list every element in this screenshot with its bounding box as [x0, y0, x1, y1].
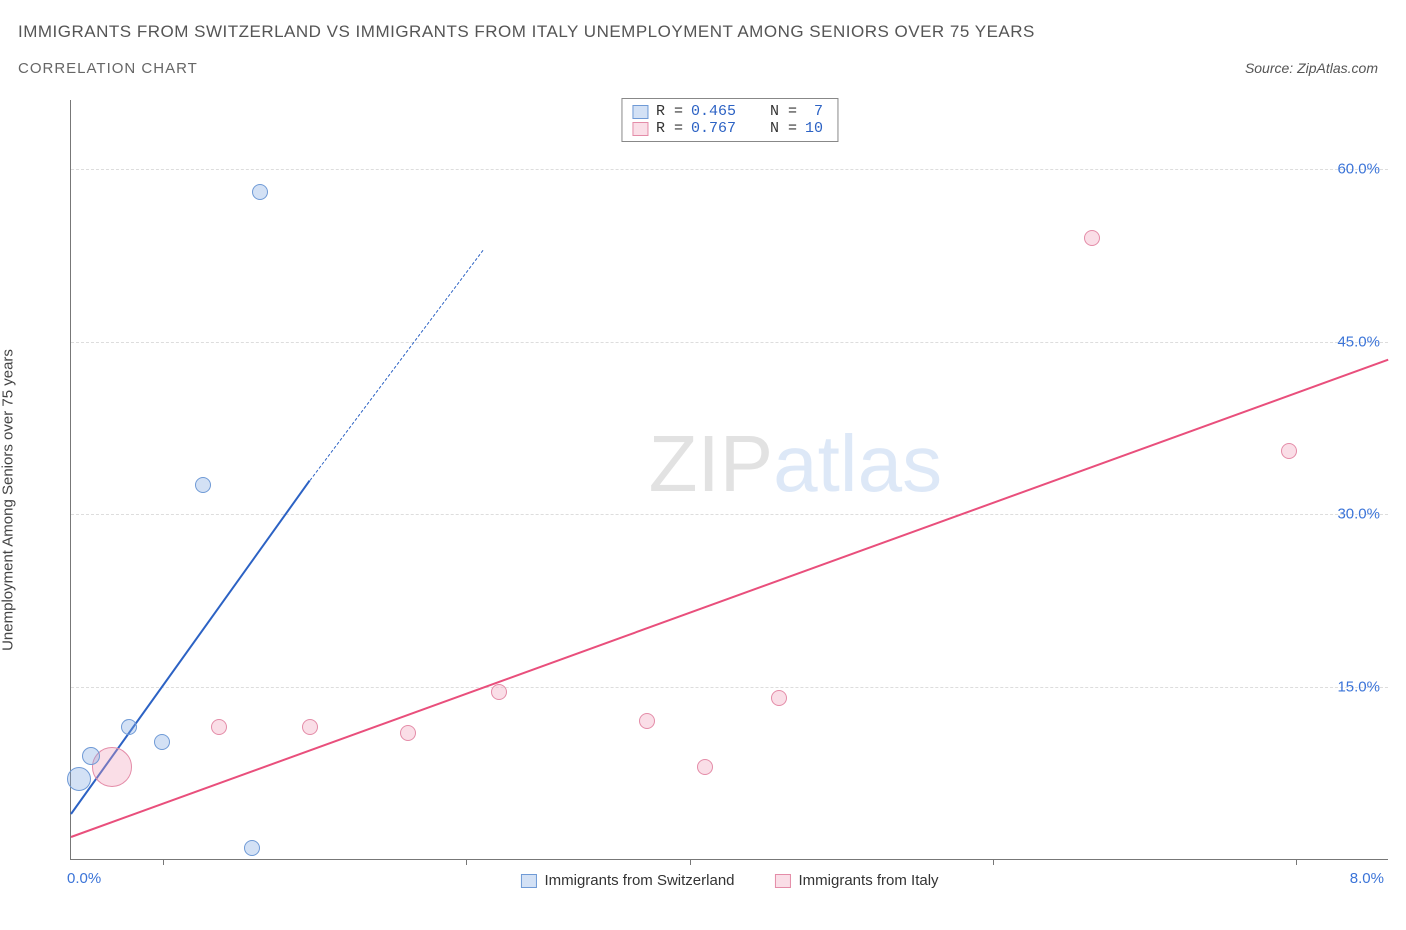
watermark: ZIPatlas — [649, 418, 942, 510]
x-axis-max: 8.0% — [1350, 870, 1384, 887]
data-point-italy — [771, 690, 787, 706]
y-tick-label: 30.0% — [1337, 506, 1380, 523]
legend-item-italy: Immigrants from Italy — [775, 872, 939, 889]
page-title: Immigrants from Switzerland vs Immigrant… — [18, 22, 1388, 42]
gridline — [71, 169, 1388, 170]
n-value-italy: 10 — [805, 120, 823, 137]
plot-area: ZIPatlas R = 0.465 N = 7 R = 0.767 N = 1… — [70, 100, 1388, 860]
data-point-switzerland — [154, 734, 170, 750]
data-point-italy — [697, 759, 713, 775]
swatch-italy — [632, 122, 648, 136]
data-point-italy — [1084, 230, 1100, 246]
legend-row-italy: R = 0.767 N = 10 — [632, 120, 823, 137]
x-tick — [690, 859, 691, 865]
source-attribution: Source: ZipAtlas.com — [1245, 60, 1378, 76]
y-axis-label: Unemployment Among Seniors over 75 years — [0, 349, 17, 651]
swatch-italy — [775, 874, 791, 888]
r-label: R = — [656, 103, 683, 120]
n-value-switzerland: 7 — [805, 103, 823, 120]
n-label: N = — [770, 120, 797, 137]
data-point-switzerland — [82, 747, 100, 765]
data-point-italy — [491, 684, 507, 700]
chart-container: Unemployment Among Seniors over 75 years… — [18, 100, 1388, 900]
swatch-switzerland — [520, 874, 536, 888]
x-axis-min: 0.0% — [67, 870, 101, 887]
gridline — [71, 342, 1388, 343]
r-label: R = — [656, 120, 683, 137]
data-point-italy — [400, 725, 416, 741]
x-tick — [466, 859, 467, 865]
data-point-italy — [211, 719, 227, 735]
legend-label-switzerland: Immigrants from Switzerland — [544, 872, 734, 889]
trend-line — [309, 250, 483, 481]
legend-row-switzerland: R = 0.465 N = 7 — [632, 103, 823, 120]
x-tick — [1296, 859, 1297, 865]
data-point-switzerland — [67, 767, 91, 791]
data-point-switzerland — [121, 719, 137, 735]
y-tick-label: 45.0% — [1337, 333, 1380, 350]
gridline — [71, 687, 1388, 688]
r-value-italy: 0.767 — [691, 120, 736, 137]
data-point-switzerland — [195, 477, 211, 493]
watermark-zip: ZIP — [649, 419, 773, 508]
n-label: N = — [770, 103, 797, 120]
legend-item-switzerland: Immigrants from Switzerland — [520, 872, 734, 889]
r-value-switzerland: 0.465 — [691, 103, 736, 120]
watermark-atlas: atlas — [773, 419, 942, 508]
data-point-switzerland — [252, 184, 268, 200]
x-tick — [163, 859, 164, 865]
data-point-italy — [639, 713, 655, 729]
chart-subtitle: Correlation Chart — [18, 60, 198, 77]
swatch-switzerland — [632, 105, 648, 119]
legend-label-italy: Immigrants from Italy — [799, 872, 939, 889]
y-tick-label: 15.0% — [1337, 678, 1380, 695]
data-point-italy — [302, 719, 318, 735]
x-tick — [993, 859, 994, 865]
gridline — [71, 514, 1388, 515]
data-point-italy — [1281, 443, 1297, 459]
series-legend: Immigrants from Switzerland Immigrants f… — [520, 872, 938, 889]
trend-line — [71, 359, 1389, 838]
y-tick-label: 60.0% — [1337, 161, 1380, 178]
correlation-legend: R = 0.465 N = 7 R = 0.767 N = 10 — [621, 98, 838, 142]
data-point-switzerland — [244, 840, 260, 856]
